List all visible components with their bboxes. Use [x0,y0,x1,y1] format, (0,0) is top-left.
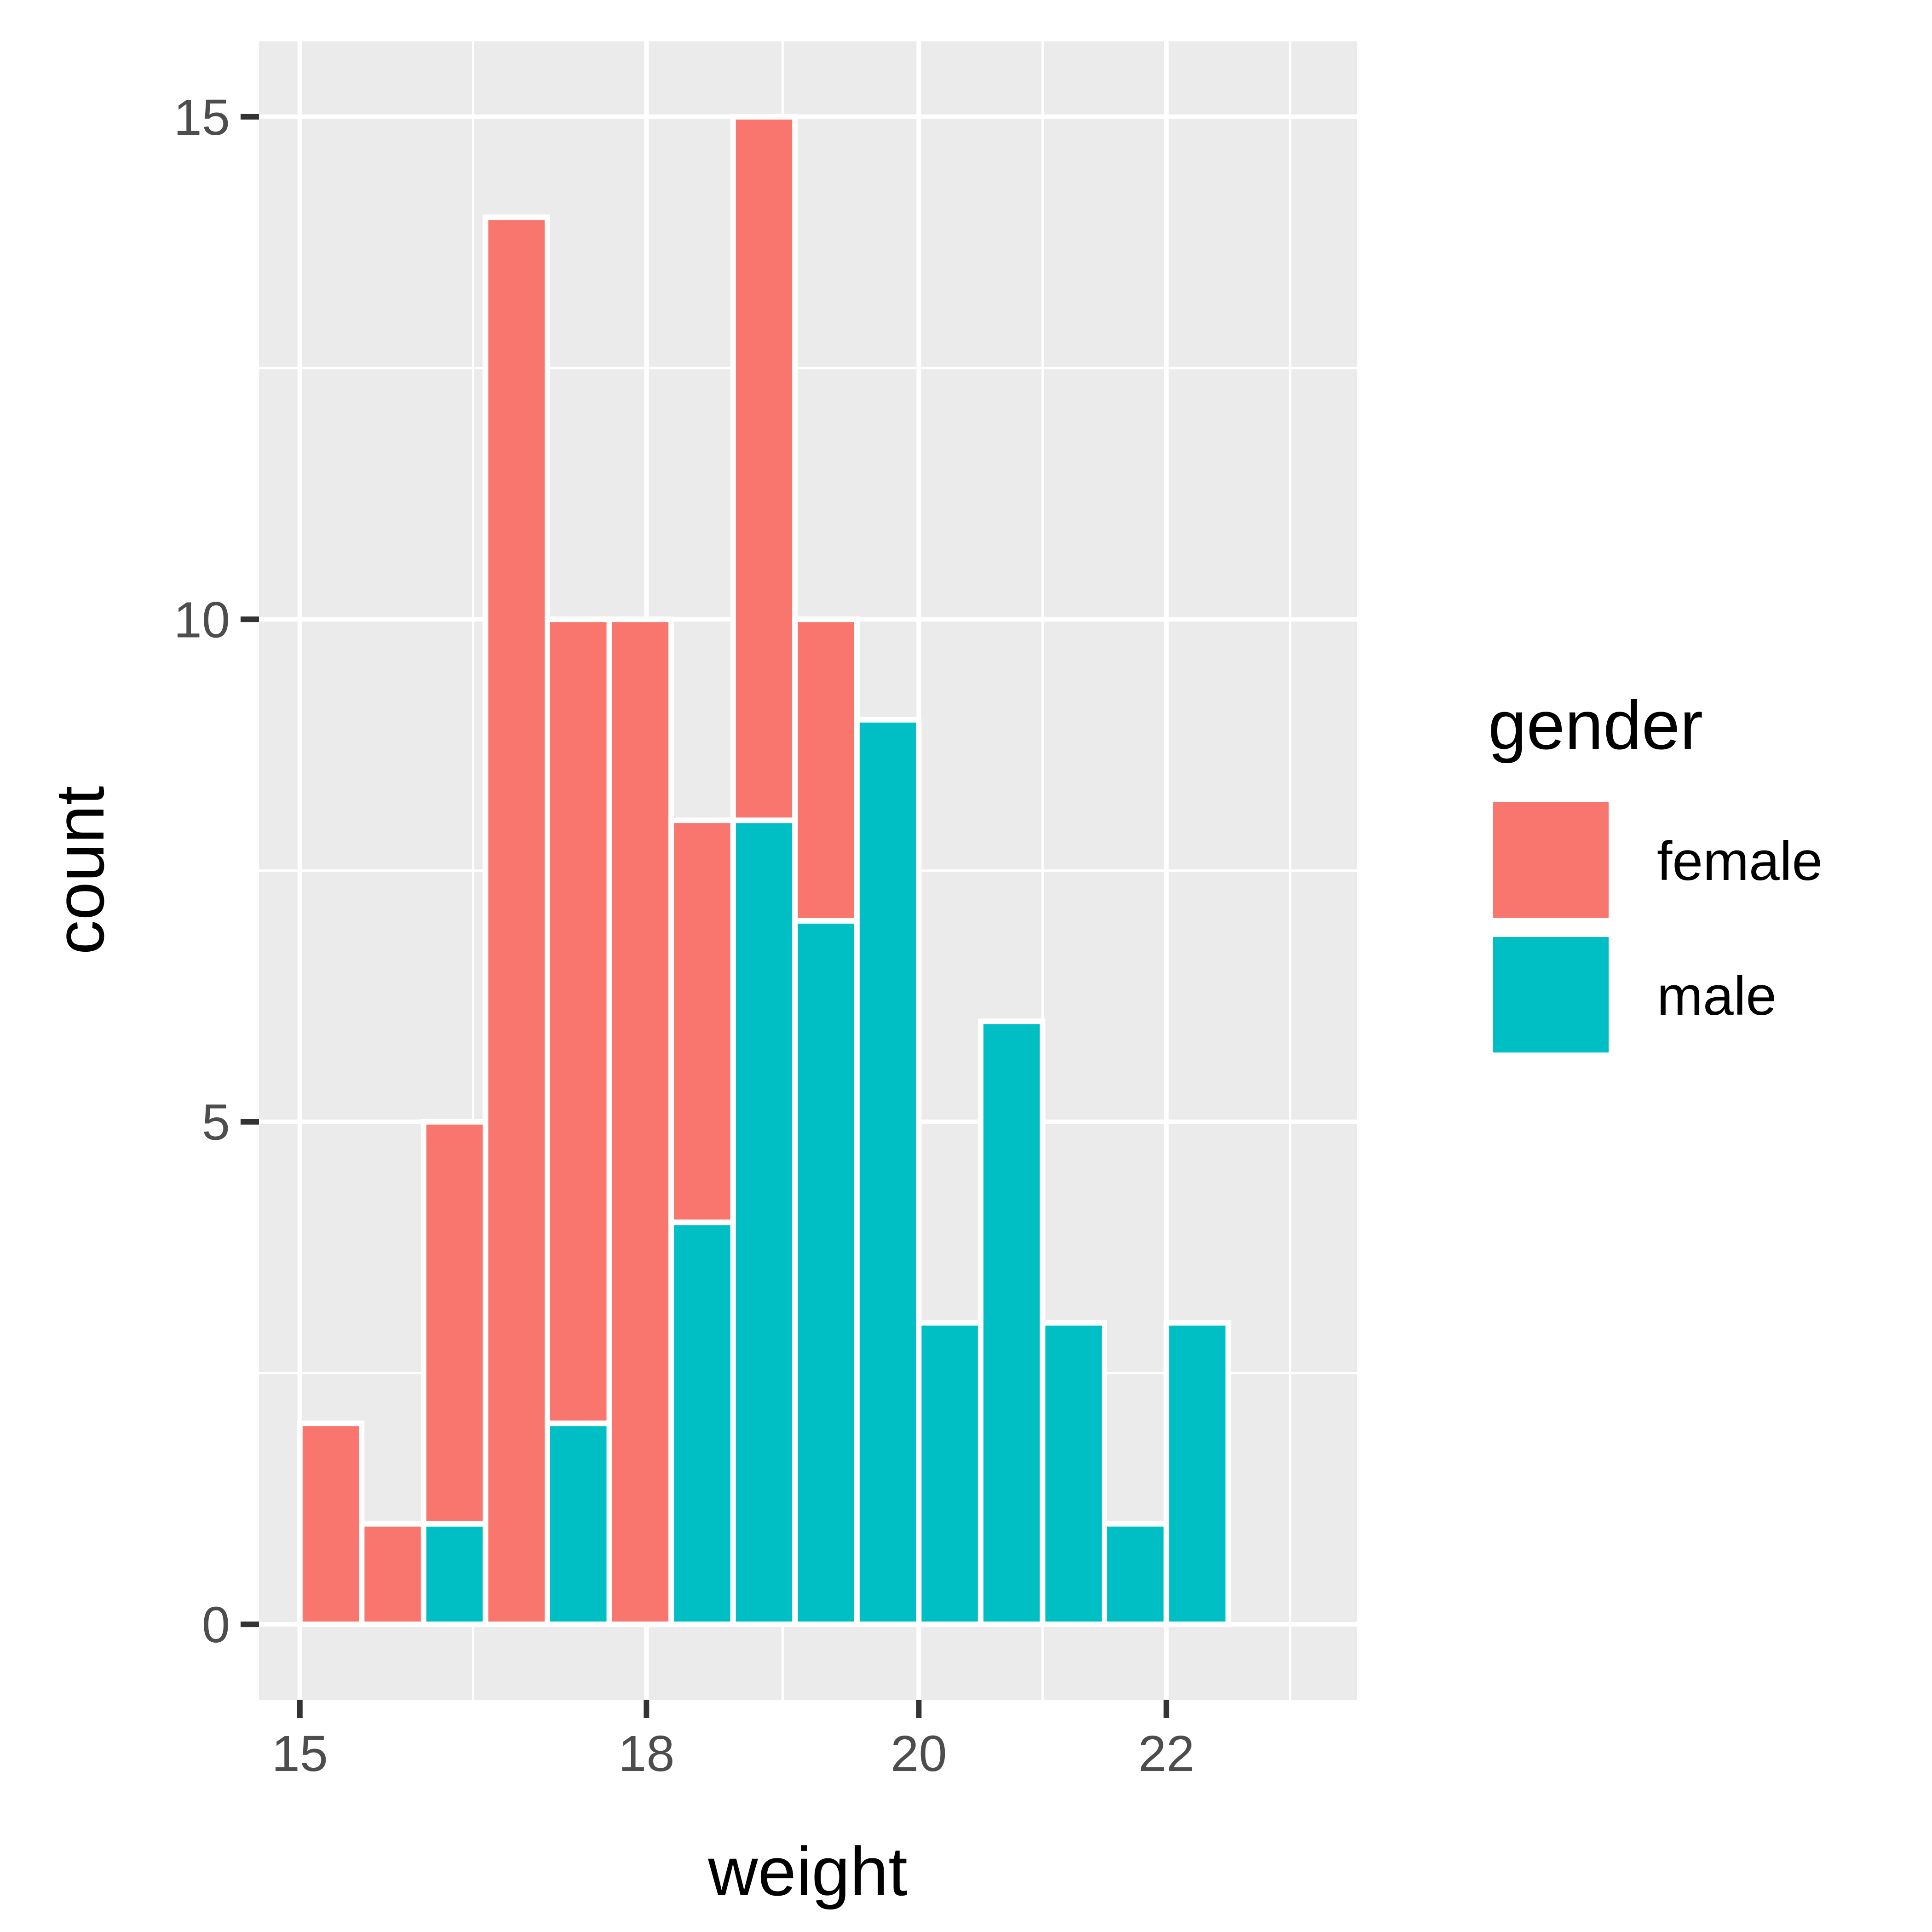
bar-female [606,616,674,1627]
bar-female [297,1420,365,1627]
bar-female [420,1119,489,1527]
bar-male [854,717,922,1627]
bar-male [792,918,860,1627]
legend-title: gender [1488,686,1703,764]
legend-label-female: female [1657,830,1823,892]
y-tick-label: 0 [202,1597,230,1653]
y-tick-label: 5 [202,1094,230,1151]
bar-female [483,214,551,1627]
legend-label-male: male [1657,965,1777,1027]
legend: gender female male [1488,686,1823,1058]
x-tick-label: 22 [1138,1725,1194,1782]
bars [297,114,1231,1627]
x-axis-title: weight [707,1833,908,1910]
bar-male [668,1219,736,1627]
bar-male [545,1420,612,1627]
y-tick-label: 10 [174,592,230,648]
bar-male [1163,1320,1231,1627]
bar-female [730,114,798,823]
x-tick-label: 18 [618,1725,674,1782]
legend-key-female [1488,797,1614,923]
x-tick-label: 20 [891,1725,947,1782]
bar-male [916,1320,983,1627]
legend-key-male [1488,932,1614,1058]
bar-female [792,616,860,924]
y-axis-title: count [41,786,118,955]
x-axis: 15 18 20 22 [272,1700,1195,1782]
y-axis: 0 5 10 15 [174,89,259,1653]
bar-female [545,616,612,1426]
bar-male [1102,1521,1169,1627]
bar-male [978,1018,1046,1627]
x-tick-label: 15 [272,1725,328,1782]
bar-female [668,817,736,1225]
bar-male [730,817,798,1627]
y-tick-label: 15 [174,89,230,146]
bar-male [1040,1320,1108,1627]
bar-male [420,1521,489,1627]
bar-female [359,1521,426,1627]
